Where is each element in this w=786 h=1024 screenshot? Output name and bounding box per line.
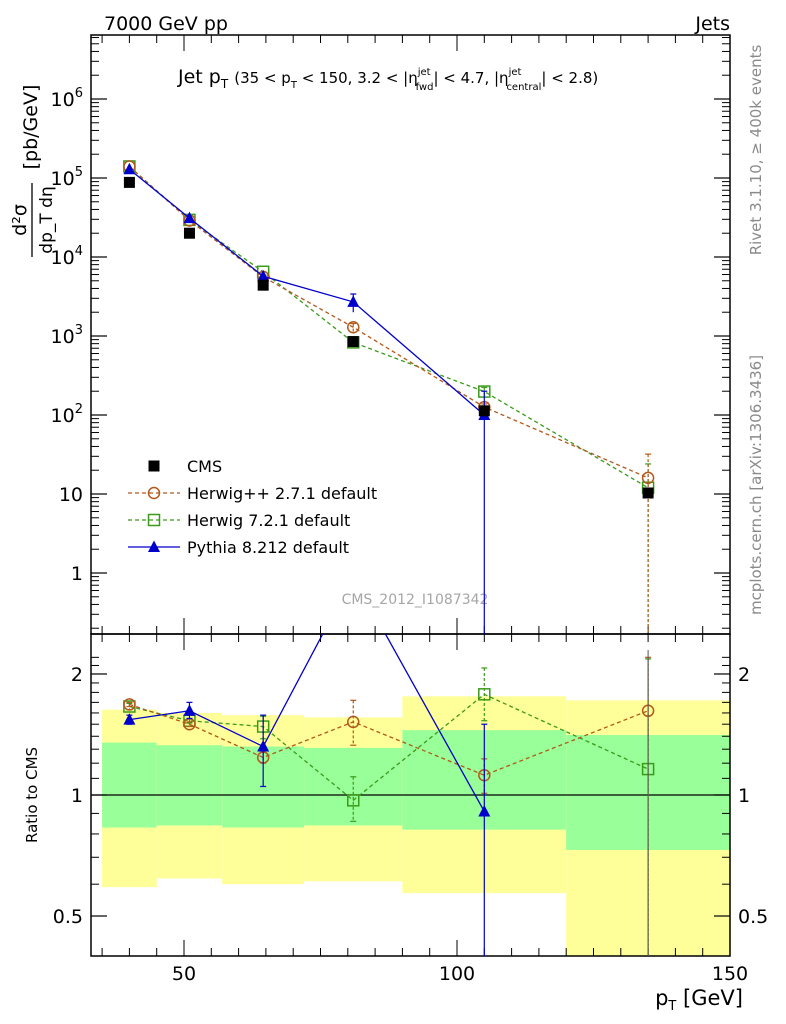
main-y-tick-label: 103 — [51, 323, 83, 348]
main-y-tick-label: 104 — [51, 244, 83, 269]
ratio-y-tick-label-right: 2 — [738, 664, 750, 686]
legend-label: CMS — [187, 457, 222, 476]
ratio-y-tick-label-right: 1 — [738, 785, 750, 807]
data-point — [347, 336, 359, 348]
x-tick-label: 100 — [439, 963, 475, 985]
ratio-y-axis-label: Ratio to CMS — [23, 747, 41, 843]
inner-uncertainty-band — [156, 745, 223, 826]
legend-label: Herwig 7.2.1 default — [187, 511, 350, 530]
data-point — [478, 405, 490, 417]
x-tick-label: 150 — [712, 963, 748, 985]
header-energy-label: 7000 GeV pp — [104, 13, 228, 35]
y-label-unit: [pb/GeV] — [20, 85, 42, 170]
main-y-tick-label: 10 — [59, 484, 83, 506]
data-point — [123, 162, 136, 175]
legend-label: Herwig++ 2.7.1 default — [187, 484, 377, 503]
title-main: Jet p — [177, 66, 221, 88]
ratio-y-tick-label-left: 0.5 — [53, 906, 83, 928]
series-cms — [123, 176, 654, 499]
ratio-point — [347, 794, 360, 807]
x-label-unit: [GeV] — [676, 986, 743, 1010]
title-cut-mid2: | < 4.7, |η — [433, 69, 508, 87]
title-cut-end: | < 2.8) — [541, 69, 598, 87]
series-line — [128, 165, 649, 489]
title-cut-sub2: fwd — [416, 82, 434, 93]
legend-entry: Herwig 7.2.1 default — [128, 511, 350, 530]
title-cut-open: (35 < p — [234, 69, 291, 87]
title-cut-sup3: jet — [508, 67, 522, 78]
ratio-y-tick-label-left: 2 — [71, 664, 83, 686]
legend-entry: CMS — [148, 457, 222, 476]
data-point — [642, 487, 654, 499]
x-axis-label: pT [GeV] — [655, 986, 743, 1014]
ratio-point — [478, 804, 491, 817]
x-label-sub: T — [667, 999, 676, 1014]
legend-label: Pythia 8.212 default — [187, 538, 349, 557]
ratio-point — [123, 713, 136, 725]
title-cut-sub3: central — [506, 82, 541, 93]
x-label-text: p — [655, 986, 668, 1010]
title-main-sub: T — [220, 77, 229, 91]
data-point — [183, 227, 195, 239]
title-cut-mid: < 150, 3.2 < |η — [297, 69, 418, 87]
ratio-point — [123, 698, 136, 711]
chart-title: Jet pT (35 < pT < 150, 3.2 < |ηjet fwd| <… — [177, 66, 598, 93]
legend-marker — [147, 513, 161, 527]
header-observable-label: Jets — [694, 13, 730, 35]
main-y-tick-label: 106 — [51, 86, 83, 111]
mcplots-label: mcplots.cern.ch [arXiv:1306.3436] — [747, 355, 765, 615]
title-cut-sup2: jet — [417, 67, 431, 78]
data-point — [123, 176, 135, 188]
ratio-series-pythia-8-212-default — [123, 570, 491, 956]
ratio-series-line — [129, 703, 649, 776]
series-line — [128, 168, 485, 416]
series-herwig-7-2-1-default — [123, 160, 655, 634]
ratio-point — [347, 715, 360, 729]
rivet-version-label: Rivet 3.1.10, ≥ 400k events — [747, 45, 765, 256]
ratio-series-line — [129, 693, 649, 802]
y-label-numerator: d²σ — [9, 204, 31, 236]
legend-marker — [148, 460, 160, 472]
inner-uncertainty-band — [102, 742, 157, 828]
series-herwig-2-7-1-default — [123, 160, 655, 634]
data-point — [641, 471, 655, 485]
data-point — [257, 279, 269, 291]
series-line — [128, 165, 649, 479]
ratio-y-tick-label-left: 1 — [71, 785, 83, 807]
ratio-y-tick-label-right: 0.5 — [738, 906, 768, 928]
data-point — [183, 211, 196, 224]
series-pythia-8-212-default — [123, 162, 491, 634]
x-tick-label: 50 — [172, 963, 196, 985]
legend-entry: Herwig++ 2.7.1 default — [128, 484, 377, 503]
main-y-tick-label: 105 — [51, 165, 83, 190]
main-y-axis-label: d²σ dp_T dη [pb/GeV] — [9, 85, 57, 257]
analysis-id-label: CMS_2012_I1087342 — [342, 592, 489, 608]
legend-entry: Pythia 8.212 default — [128, 538, 349, 557]
title-cut-sub1: T — [290, 80, 298, 91]
data-point — [347, 321, 360, 334]
ratio-uncertainty-bands — [102, 696, 730, 956]
legend-marker — [148, 540, 160, 552]
ratio-point — [257, 740, 270, 752]
y-label-denominator: dp_T dη — [37, 186, 57, 253]
ratio-point — [183, 704, 196, 716]
legend: CMS Herwig++ 2.7.1 default Herwig 7.2.1 de… — [128, 457, 377, 557]
main-y-tick-label: 1 — [71, 563, 83, 585]
legend-marker — [147, 486, 161, 500]
ratio-point — [347, 570, 359, 582]
ratio-point — [478, 688, 491, 701]
data-point — [257, 269, 270, 282]
data-point — [347, 295, 360, 307]
main-y-tick-label: 102 — [51, 402, 83, 427]
